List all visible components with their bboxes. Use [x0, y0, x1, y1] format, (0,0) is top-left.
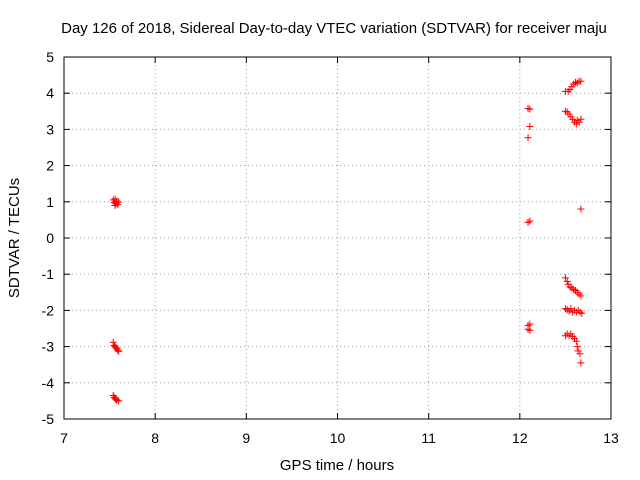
data-point [115, 347, 123, 355]
data-point [571, 78, 579, 86]
data-point [564, 87, 572, 95]
data-point [563, 306, 571, 314]
data-point [526, 217, 534, 225]
data-point [573, 343, 581, 351]
data-point [570, 285, 578, 293]
data-point [575, 118, 583, 126]
grid [64, 57, 611, 419]
x-tick-label: 11 [421, 430, 436, 446]
y-tick-label: 2 [46, 158, 54, 174]
data-point [561, 274, 569, 282]
data-point [565, 332, 573, 340]
x-tick-label: 9 [242, 430, 250, 446]
data-point [578, 309, 586, 317]
data-point [115, 198, 123, 206]
data-point [113, 396, 121, 404]
y-tick-label: 3 [46, 121, 54, 137]
data-point [526, 326, 534, 334]
x-tick-label: 8 [151, 430, 159, 446]
y-tick-label: 0 [46, 230, 54, 246]
data-point [576, 350, 584, 358]
y-tick-label: -3 [42, 339, 55, 355]
chart-title: Day 126 of 2018, Sidereal Day-to-day VTE… [61, 20, 607, 37]
data-point [526, 123, 534, 131]
x-tick-label: 7 [60, 430, 68, 446]
y-tick-label: -4 [42, 375, 55, 391]
data-point [524, 134, 532, 142]
y-tick-label: -2 [42, 302, 55, 318]
data-point [111, 394, 119, 402]
data-point [577, 292, 585, 300]
data-point [577, 205, 585, 213]
y-tick-label: -1 [42, 266, 55, 282]
data-point [573, 79, 581, 87]
data-point [574, 306, 582, 314]
data-point [569, 115, 577, 123]
x-tick-label: 10 [330, 430, 346, 446]
data-point [109, 338, 117, 346]
y-tick-label: 4 [46, 85, 54, 101]
data-point [570, 80, 578, 88]
data-point [577, 115, 585, 123]
data-point [561, 107, 569, 115]
y-tick-label: 1 [46, 194, 54, 210]
data-point [566, 283, 574, 291]
data-point [524, 218, 532, 226]
data-point [576, 308, 584, 316]
y-axis-label: SDTVAR / TECUs [6, 178, 23, 298]
data-point [571, 286, 579, 294]
x-tick-label: 12 [512, 430, 528, 446]
data-point [572, 337, 580, 345]
data-point [575, 290, 583, 298]
x-axis-label: GPS time / hours [280, 457, 394, 474]
data-point [524, 104, 532, 112]
data-point [567, 305, 575, 313]
data-points [109, 77, 586, 405]
y-tick-label: -5 [42, 411, 55, 427]
y-tick-label: 5 [46, 49, 54, 65]
data-point [566, 86, 574, 94]
x-tick-label: 13 [603, 430, 619, 446]
data-point [114, 346, 122, 354]
data-point [573, 288, 581, 296]
axis-ticks [63, 56, 612, 420]
data-point [111, 201, 119, 209]
data-point [524, 325, 532, 333]
data-point [526, 105, 534, 113]
data-point [573, 116, 581, 124]
data-point [577, 77, 585, 85]
data-point [115, 397, 123, 405]
data-point [109, 391, 117, 399]
data-point [574, 347, 582, 355]
data-point [526, 320, 534, 328]
data-point [563, 277, 571, 285]
data-point [568, 284, 576, 292]
data-point [577, 359, 585, 367]
data-point [113, 197, 121, 205]
